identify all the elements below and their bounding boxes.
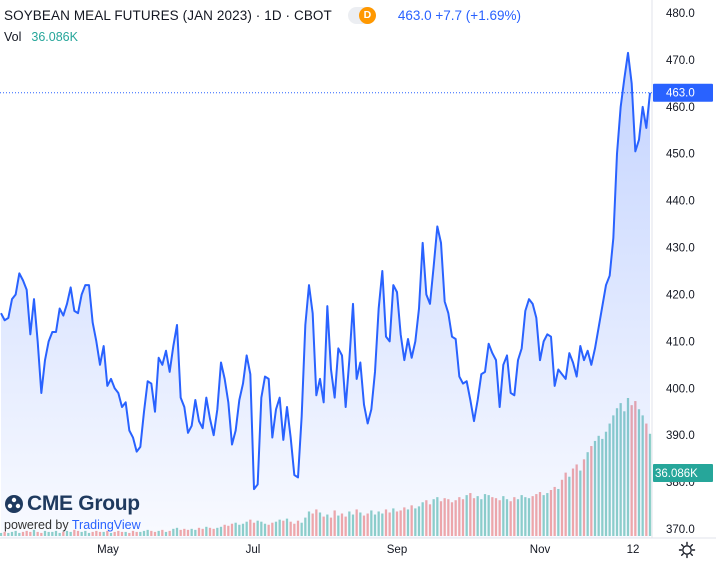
last-price-badge [653, 83, 713, 102]
price-tick-label: 460.0 [666, 102, 695, 114]
volume-legend: Vol 36.086K [4, 30, 78, 44]
price-tick-label: 450.0 [666, 149, 695, 161]
price-area-fill [1, 52, 650, 539]
price-tick-label: 480.0 [666, 8, 695, 20]
volume-value: 36.086K [31, 30, 78, 44]
price-change-info: 463.0 +7.7 (+1.69%) [397, 7, 521, 23]
tradingview-link[interactable]: TradingView [71, 518, 141, 532]
price-line [0, 51, 651, 491]
price-tick-label: 470.0 [666, 55, 695, 67]
price-tick-label: 410.0 [666, 336, 695, 348]
volume-label[interactable]: Vol [4, 30, 22, 44]
cme-group-text: CME Group [27, 492, 140, 515]
last-price-label: 463.0 [666, 88, 695, 100]
powered-by-label: powered by [4, 518, 69, 532]
price-tick-label: 370.0 [666, 524, 695, 536]
time-tick-label: Sep [387, 544, 407, 556]
volume-axis-label: 36.086K [655, 468, 698, 480]
time-tick-label: 12 [627, 544, 640, 556]
volume-badge [653, 464, 713, 482]
price-tick-label: 440.0 [666, 196, 695, 208]
cme-group-logo[interactable]: CME Group powered by TradingView [4, 492, 141, 532]
symbol-title[interactable]: SOYBEAN MEAL FUTURES (JAN 2023) · 1D · C… [4, 7, 332, 23]
delay-badge[interactable]: D [347, 6, 376, 24]
chart-header: SOYBEAN MEAL FUTURES (JAN 2023) · 1D · C… [4, 4, 521, 26]
cme-globe-icon [5, 495, 23, 513]
time-tick-label: Nov [530, 544, 551, 556]
price-tick-label: 390.0 [666, 430, 695, 442]
time-tick-label: Jul [246, 544, 261, 556]
settings-gear-icon[interactable] [678, 541, 696, 559]
price-tick-label: 400.0 [666, 383, 695, 395]
powered-by-tradingview[interactable]: powered by TradingView [4, 518, 141, 532]
price-tick-label: 430.0 [666, 243, 695, 255]
price-tick-label: 420.0 [666, 289, 695, 301]
delay-badge-icon: D [358, 6, 376, 24]
time-tick-label: May [97, 544, 119, 556]
